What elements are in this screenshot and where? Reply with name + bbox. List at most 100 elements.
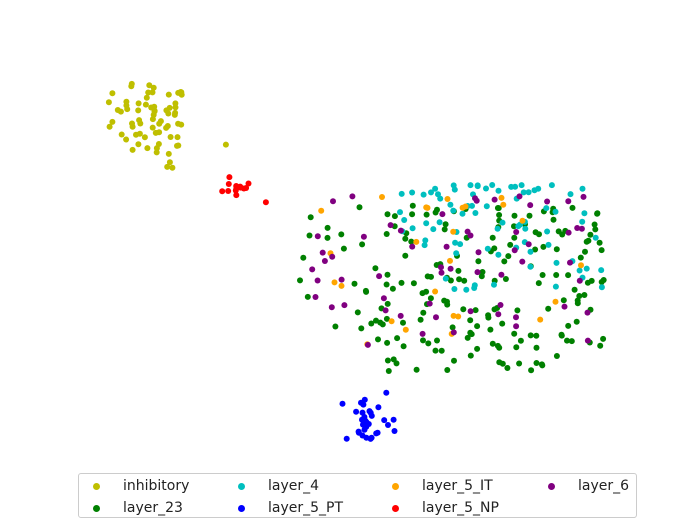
- legend-item-layer-5-it: layer_5_IT: [378, 476, 493, 496]
- data-point: [129, 146, 136, 153]
- data-point: [397, 227, 404, 234]
- data-point: [402, 252, 409, 259]
- data-point: [452, 239, 459, 246]
- data-point: [447, 201, 454, 208]
- data-point: [153, 149, 160, 156]
- data-point: [536, 231, 542, 238]
- data-point: [598, 247, 605, 254]
- data-point: [550, 216, 557, 223]
- data-point: [432, 185, 439, 192]
- data-point: [309, 266, 316, 273]
- data-point: [569, 204, 576, 211]
- data-point: [368, 434, 375, 441]
- data-point: [144, 145, 151, 152]
- data-point: [511, 223, 517, 230]
- data-point: [319, 249, 326, 256]
- data-point: [472, 210, 479, 216]
- data-point: [109, 90, 116, 97]
- data-point: [150, 84, 157, 91]
- data-point: [360, 401, 367, 408]
- data-point: [383, 281, 390, 288]
- data-point: [535, 280, 542, 287]
- data-point: [388, 318, 395, 325]
- data-point: [409, 211, 416, 218]
- data-point: [511, 247, 518, 254]
- data-point: [489, 340, 496, 347]
- data-point: [435, 191, 441, 198]
- data-point: [474, 269, 481, 276]
- data-point: [384, 211, 391, 218]
- data-point: [129, 120, 135, 127]
- data-point: [519, 217, 526, 224]
- data-point: [420, 191, 427, 198]
- data-point: [468, 331, 475, 338]
- data-point: [135, 141, 142, 148]
- data-point: [225, 181, 232, 187]
- data-point: [464, 334, 471, 341]
- data-point: [496, 212, 503, 218]
- data-point: [584, 309, 591, 316]
- data-point: [343, 435, 350, 442]
- data-point: [444, 196, 451, 202]
- data-point: [359, 241, 366, 248]
- data-point: [419, 330, 426, 337]
- data-point: [539, 362, 546, 369]
- data-point: [457, 241, 464, 248]
- data-point: [349, 193, 356, 200]
- data-point: [387, 222, 394, 229]
- data-point: [172, 109, 179, 116]
- data-point: [364, 341, 371, 348]
- data-point: [384, 339, 391, 346]
- data-point: [513, 314, 519, 321]
- data-point: [177, 89, 184, 95]
- data-point: [520, 189, 527, 196]
- data-point: [438, 264, 444, 271]
- data-point: [565, 198, 572, 205]
- data-point: [533, 344, 540, 351]
- data-point: [553, 259, 560, 266]
- data-point: [548, 182, 555, 189]
- data-point: [460, 306, 467, 313]
- data-point: [552, 283, 559, 290]
- data-point: [339, 400, 346, 407]
- data-point: [146, 82, 153, 89]
- data-point: [358, 325, 365, 332]
- data-point: [331, 279, 338, 286]
- data-point: [423, 211, 430, 218]
- data-point: [382, 307, 389, 314]
- data-point: [376, 273, 383, 280]
- data-point: [442, 275, 449, 282]
- data-point: [544, 228, 551, 235]
- data-point: [441, 226, 448, 233]
- data-point: [518, 182, 525, 189]
- data-point: [432, 347, 439, 354]
- data-point: [464, 228, 471, 235]
- data-point: [498, 194, 505, 201]
- data-point: [169, 164, 176, 171]
- data-point: [385, 422, 391, 428]
- data-point: [426, 300, 433, 307]
- data-point: [494, 225, 501, 232]
- data-point: [580, 193, 587, 200]
- data-point: [413, 238, 420, 245]
- data-point: [463, 286, 470, 293]
- data-point: [338, 231, 345, 238]
- data-point: [505, 253, 512, 260]
- data-point: [487, 326, 494, 333]
- data-point: [499, 219, 506, 226]
- legend-marker: [238, 482, 245, 490]
- series-layer-5-pt: [339, 389, 398, 442]
- data-point: [356, 204, 363, 211]
- data-point: [381, 417, 388, 424]
- data-point: [592, 234, 599, 241]
- data-point: [143, 94, 150, 101]
- data-point: [354, 309, 361, 316]
- data-point: [423, 220, 430, 227]
- data-point: [149, 89, 156, 96]
- data-point: [513, 229, 520, 235]
- data-point: [498, 271, 505, 278]
- data-point: [409, 243, 416, 250]
- data-point: [142, 101, 149, 108]
- data-point: [338, 276, 345, 283]
- data-point: [172, 104, 179, 111]
